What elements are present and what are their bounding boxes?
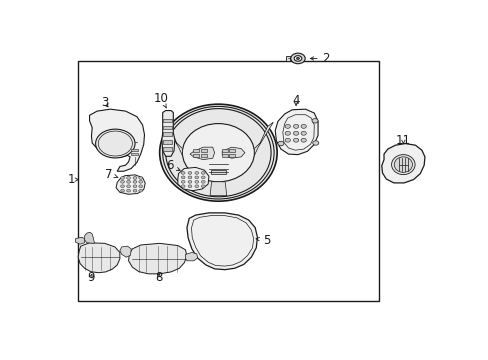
Circle shape	[121, 180, 124, 183]
Polygon shape	[222, 147, 244, 158]
Ellipse shape	[391, 155, 414, 175]
Text: 4: 4	[292, 94, 299, 107]
Circle shape	[181, 185, 184, 188]
Bar	[201, 154, 206, 157]
Circle shape	[195, 172, 198, 174]
Text: 10: 10	[154, 92, 169, 108]
Text: 8: 8	[155, 271, 162, 284]
Bar	[163, 126, 171, 129]
Circle shape	[294, 56, 301, 61]
Text: 7: 7	[104, 167, 118, 180]
Polygon shape	[185, 252, 197, 261]
Polygon shape	[75, 237, 84, 244]
Circle shape	[201, 180, 205, 183]
Bar	[201, 149, 206, 152]
Polygon shape	[128, 243, 186, 274]
Circle shape	[285, 138, 290, 142]
Polygon shape	[178, 167, 208, 191]
Circle shape	[181, 180, 184, 183]
Circle shape	[301, 125, 305, 128]
Circle shape	[133, 180, 137, 183]
Circle shape	[139, 176, 142, 179]
Circle shape	[188, 180, 191, 183]
Circle shape	[126, 185, 130, 188]
Circle shape	[296, 57, 299, 59]
Bar	[163, 132, 171, 136]
Polygon shape	[163, 122, 182, 156]
Circle shape	[312, 141, 318, 145]
Circle shape	[121, 185, 124, 188]
Circle shape	[195, 185, 198, 188]
Text: 3: 3	[101, 96, 108, 109]
Circle shape	[201, 176, 205, 179]
Circle shape	[301, 138, 305, 142]
Circle shape	[293, 131, 298, 135]
Circle shape	[181, 176, 184, 179]
Circle shape	[133, 185, 137, 188]
Circle shape	[181, 172, 184, 174]
Ellipse shape	[182, 123, 254, 182]
Text: 6: 6	[165, 159, 180, 172]
Bar	[228, 149, 234, 152]
Circle shape	[126, 189, 130, 192]
Circle shape	[96, 129, 135, 158]
Bar	[131, 153, 138, 156]
Polygon shape	[78, 243, 120, 273]
Text: 11: 11	[395, 134, 410, 147]
Circle shape	[195, 176, 198, 179]
Text: 9: 9	[87, 271, 94, 284]
Polygon shape	[275, 109, 317, 155]
Circle shape	[293, 138, 298, 142]
Bar	[163, 118, 171, 122]
Bar	[222, 154, 228, 157]
Polygon shape	[254, 122, 273, 156]
Circle shape	[311, 118, 317, 123]
Text: 2: 2	[310, 52, 329, 65]
Bar	[193, 149, 199, 152]
Circle shape	[195, 180, 198, 183]
Circle shape	[121, 189, 124, 192]
Polygon shape	[189, 147, 214, 159]
Circle shape	[133, 189, 137, 192]
Circle shape	[290, 53, 305, 64]
Circle shape	[126, 180, 130, 183]
Polygon shape	[89, 109, 144, 171]
Polygon shape	[116, 175, 145, 194]
Circle shape	[188, 185, 191, 188]
Circle shape	[277, 141, 284, 146]
Bar	[163, 147, 171, 151]
Circle shape	[201, 172, 205, 174]
Bar	[131, 149, 138, 151]
Polygon shape	[84, 232, 94, 243]
Circle shape	[301, 131, 305, 135]
Circle shape	[139, 185, 142, 188]
Ellipse shape	[393, 157, 411, 172]
Bar	[222, 149, 228, 152]
Polygon shape	[186, 213, 257, 270]
Text: 5: 5	[256, 234, 269, 247]
Circle shape	[121, 176, 124, 179]
Circle shape	[293, 125, 298, 128]
Polygon shape	[162, 111, 175, 156]
Circle shape	[133, 176, 137, 179]
Circle shape	[188, 176, 191, 179]
Circle shape	[126, 176, 130, 179]
Bar	[228, 154, 234, 157]
Polygon shape	[210, 182, 226, 195]
Text: 1: 1	[68, 173, 75, 186]
Circle shape	[201, 185, 205, 188]
Bar	[78, 61, 379, 301]
Bar	[210, 170, 225, 174]
Circle shape	[285, 125, 290, 128]
Polygon shape	[381, 144, 424, 183]
Circle shape	[139, 180, 142, 183]
Bar	[193, 154, 199, 157]
Ellipse shape	[159, 104, 277, 201]
Circle shape	[285, 131, 290, 135]
Circle shape	[188, 172, 191, 174]
Bar	[285, 56, 290, 61]
Bar	[163, 140, 171, 144]
Circle shape	[139, 189, 142, 192]
Polygon shape	[120, 246, 131, 257]
